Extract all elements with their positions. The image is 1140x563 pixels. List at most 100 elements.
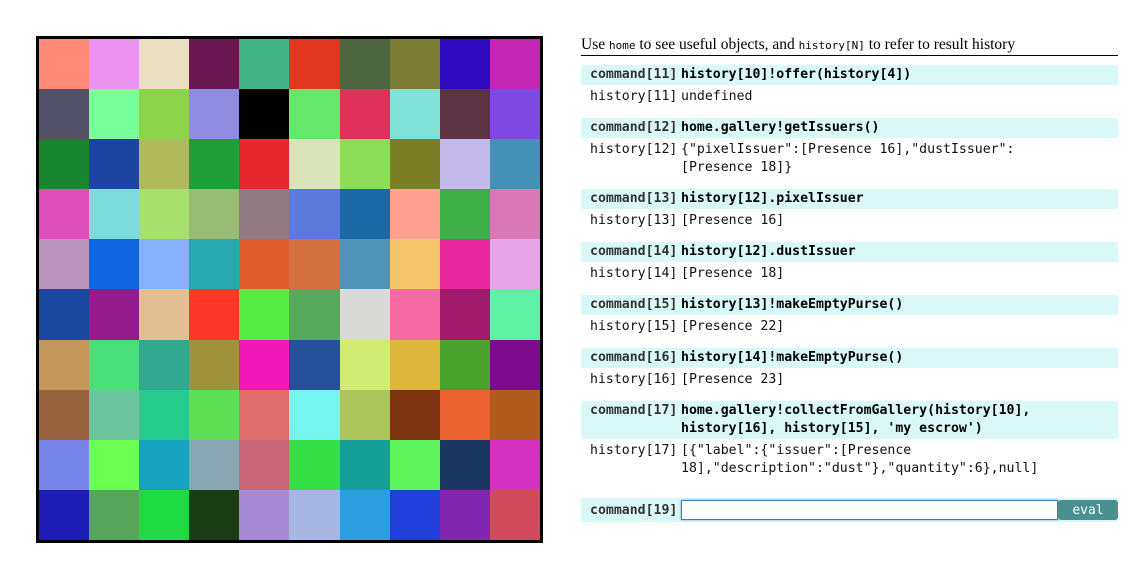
gallery-pixel[interactable] xyxy=(389,39,440,90)
gallery-pixel[interactable] xyxy=(139,289,190,340)
gallery-pixel[interactable] xyxy=(389,339,440,390)
gallery-pixel[interactable] xyxy=(289,289,340,340)
gallery-pixel[interactable] xyxy=(89,239,140,290)
gallery-pixel[interactable] xyxy=(239,239,290,290)
gallery-pixel[interactable] xyxy=(189,139,240,190)
gallery-pixel[interactable] xyxy=(89,139,140,190)
gallery-pixel[interactable] xyxy=(339,139,390,190)
gallery-pixel[interactable] xyxy=(289,389,340,440)
gallery-pixel[interactable] xyxy=(189,189,240,240)
gallery-pixel[interactable] xyxy=(439,339,490,390)
gallery-pixel[interactable] xyxy=(89,389,140,440)
gallery-pixel[interactable] xyxy=(89,189,140,240)
gallery-pixel[interactable] xyxy=(439,89,490,140)
gallery-pixel[interactable] xyxy=(139,389,190,440)
gallery-pixel[interactable] xyxy=(89,39,140,90)
gallery-pixel[interactable] xyxy=(389,289,440,340)
gallery-pixel[interactable] xyxy=(289,239,340,290)
gallery-pixel[interactable] xyxy=(139,189,190,240)
gallery-pixel[interactable] xyxy=(389,139,440,190)
gallery-pixel[interactable] xyxy=(339,389,390,440)
gallery-pixel[interactable] xyxy=(239,389,290,440)
gallery-pixel[interactable] xyxy=(189,489,240,540)
gallery-pixel[interactable] xyxy=(139,339,190,390)
gallery-pixel[interactable] xyxy=(189,289,240,340)
gallery-pixel[interactable] xyxy=(89,89,140,140)
gallery-pixel[interactable] xyxy=(89,339,140,390)
gallery-pixel[interactable] xyxy=(439,139,490,190)
gallery-pixel[interactable] xyxy=(439,489,490,540)
gallery-pixel[interactable] xyxy=(289,39,340,90)
gallery-pixel[interactable] xyxy=(489,239,540,290)
gallery-pixel[interactable] xyxy=(39,189,90,240)
gallery-pixel[interactable] xyxy=(439,239,490,290)
gallery-pixel[interactable] xyxy=(489,189,540,240)
gallery-pixel[interactable] xyxy=(39,139,90,190)
gallery-pixel[interactable] xyxy=(339,239,390,290)
gallery-pixel[interactable] xyxy=(139,39,190,90)
gallery-pixel[interactable] xyxy=(439,39,490,90)
gallery-pixel[interactable] xyxy=(89,489,140,540)
gallery-pixel[interactable] xyxy=(439,189,490,240)
gallery-pixel[interactable] xyxy=(89,289,140,340)
gallery-pixel[interactable] xyxy=(289,339,340,390)
gallery-pixel[interactable] xyxy=(439,389,490,440)
gallery-pixel[interactable] xyxy=(489,489,540,540)
gallery-pixel[interactable] xyxy=(139,239,190,290)
gallery-pixel[interactable] xyxy=(439,439,490,490)
gallery-pixel[interactable] xyxy=(239,439,290,490)
gallery-pixel[interactable] xyxy=(389,89,440,140)
gallery-pixel[interactable] xyxy=(339,39,390,90)
gallery-pixel[interactable] xyxy=(489,389,540,440)
gallery-pixel[interactable] xyxy=(339,439,390,490)
gallery-pixel[interactable] xyxy=(189,239,240,290)
gallery-pixel[interactable] xyxy=(289,189,340,240)
gallery-pixel[interactable] xyxy=(39,289,90,340)
gallery-pixel[interactable] xyxy=(39,239,90,290)
gallery-pixel[interactable] xyxy=(489,339,540,390)
gallery-pixel[interactable] xyxy=(39,89,90,140)
gallery-pixel[interactable] xyxy=(139,89,190,140)
gallery-pixel[interactable] xyxy=(439,289,490,340)
gallery-pixel[interactable] xyxy=(239,139,290,190)
gallery-pixel[interactable] xyxy=(239,339,290,390)
gallery-pixel[interactable] xyxy=(389,389,440,440)
gallery-pixel[interactable] xyxy=(289,139,340,190)
gallery-pixel[interactable] xyxy=(139,139,190,190)
gallery-pixel[interactable] xyxy=(389,489,440,540)
gallery-pixel[interactable] xyxy=(339,289,390,340)
gallery-pixel[interactable] xyxy=(39,39,90,90)
gallery-pixel[interactable] xyxy=(289,439,340,490)
gallery-pixel[interactable] xyxy=(239,89,290,140)
gallery-pixel[interactable] xyxy=(139,439,190,490)
gallery-pixel[interactable] xyxy=(389,239,440,290)
gallery-pixel[interactable] xyxy=(239,39,290,90)
gallery-pixel[interactable] xyxy=(489,39,540,90)
gallery-pixel[interactable] xyxy=(339,489,390,540)
gallery-pixel[interactable] xyxy=(489,139,540,190)
gallery-pixel[interactable] xyxy=(489,439,540,490)
gallery-pixel[interactable] xyxy=(189,39,240,90)
gallery-pixel[interactable] xyxy=(39,439,90,490)
eval-button[interactable]: eval xyxy=(1058,500,1118,520)
gallery-pixel[interactable] xyxy=(189,389,240,440)
gallery-pixel[interactable] xyxy=(289,89,340,140)
gallery-pixel[interactable] xyxy=(89,439,140,490)
gallery-pixel[interactable] xyxy=(339,339,390,390)
gallery-pixel[interactable] xyxy=(189,339,240,390)
command-input[interactable] xyxy=(681,500,1058,520)
gallery-pixel[interactable] xyxy=(389,439,440,490)
gallery-pixel[interactable] xyxy=(239,489,290,540)
gallery-pixel[interactable] xyxy=(489,289,540,340)
gallery-pixel[interactable] xyxy=(239,289,290,340)
gallery-pixel[interactable] xyxy=(339,89,390,140)
gallery-pixel[interactable] xyxy=(289,489,340,540)
gallery-pixel[interactable] xyxy=(39,489,90,540)
gallery-pixel[interactable] xyxy=(39,389,90,440)
gallery-pixel[interactable] xyxy=(189,439,240,490)
gallery-pixel[interactable] xyxy=(339,189,390,240)
gallery-pixel[interactable] xyxy=(489,89,540,140)
gallery-pixel[interactable] xyxy=(139,489,190,540)
gallery-pixel[interactable] xyxy=(389,189,440,240)
gallery-pixel[interactable] xyxy=(239,189,290,240)
